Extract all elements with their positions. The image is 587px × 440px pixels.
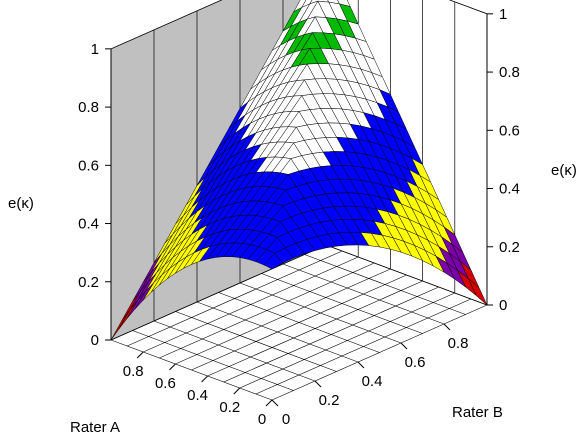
z-tick-label-left: 0.6 xyxy=(78,157,99,174)
rater-a-tick-label: 0.4 xyxy=(187,387,208,404)
z-tick-label-right: 0.6 xyxy=(499,122,520,139)
floor-gridline xyxy=(218,292,380,353)
z-tick-label-right: 1 xyxy=(499,6,507,23)
z-tick-label-left: 0.8 xyxy=(78,99,99,116)
floor-gridline xyxy=(239,282,402,344)
rater-a-tick xyxy=(136,351,144,359)
floor-gridline xyxy=(304,254,466,315)
rater-b-tick-label: 0.6 xyxy=(405,354,426,371)
rater-a-tick-label: 0 xyxy=(258,411,266,428)
rater-b-tick-label: 0.4 xyxy=(362,373,383,390)
y-axis-label: Rater B xyxy=(452,404,503,421)
floor-gridline xyxy=(325,244,488,306)
floor-gridline xyxy=(175,268,391,365)
z-tick-label-left: 0.2 xyxy=(78,274,99,291)
rater-b-tick-label: 0.2 xyxy=(319,392,340,409)
floor-gridline xyxy=(126,250,343,347)
z-tick-label-right: 0.2 xyxy=(499,239,520,256)
rater-b-tick xyxy=(314,380,322,388)
z-tick-label-right: 0 xyxy=(499,297,507,314)
z-tick-label-right: 0.8 xyxy=(499,64,520,81)
rater-b-tick xyxy=(443,323,451,331)
rater-a-tick xyxy=(265,399,273,407)
z-tick-label-left: 0 xyxy=(91,332,99,349)
rater-a-tick xyxy=(233,387,241,395)
rater-b-tick-label: 0 xyxy=(282,411,290,428)
rater-a-tick-label: 0.8 xyxy=(123,363,144,380)
z-axis-label-left: e(κ) xyxy=(8,195,34,212)
z-axis-label-right: e(κ) xyxy=(551,162,577,179)
rater-a-tick xyxy=(169,363,176,371)
rater-b-tick xyxy=(357,361,365,369)
surface-plot xyxy=(110,0,488,341)
rater-a-tick-label: 0.2 xyxy=(219,399,240,416)
floor-gridline xyxy=(159,262,375,359)
rater-b-tick-label: 0.8 xyxy=(448,335,469,352)
rater-b-tick xyxy=(271,399,279,407)
rater-a-tick xyxy=(201,375,208,383)
z-tick-label-left: 1 xyxy=(91,41,99,58)
floor-gridline xyxy=(110,244,327,341)
z-tick-label-right: 0.4 xyxy=(499,181,520,198)
chart-axes: 000.20.20.40.40.60.60.80.81100.20.40.60.… xyxy=(78,6,520,428)
rater-b-tick xyxy=(400,342,408,350)
rater-a-tick-label: 0.6 xyxy=(155,375,176,392)
floor-gridline xyxy=(143,256,359,353)
floor-gridline xyxy=(261,273,423,334)
surface-cell xyxy=(263,252,284,270)
floor-gridline xyxy=(282,263,445,325)
x-axis-label: Rater A xyxy=(70,419,120,436)
z-tick-label-left: 0.4 xyxy=(78,216,99,233)
